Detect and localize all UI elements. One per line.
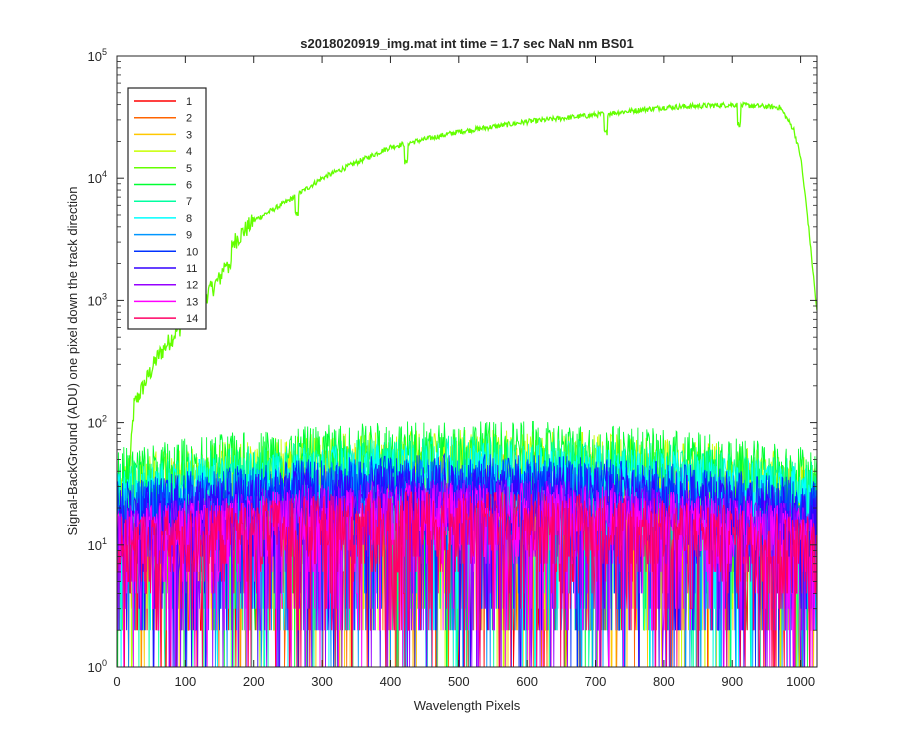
x-tick-label: 500 [448,674,470,689]
series-line-5 [128,100,817,469]
legend-label-2: 2 [186,113,192,125]
y-tick-label: 103 [88,291,107,308]
tick-layer: 0 100 200 300 400 500 600 700 800 900 100010010110… [88,47,817,689]
legend-label-10: 10 [186,246,198,258]
legend-label-3: 3 [186,129,192,141]
y-tick-label: 100 [88,658,107,675]
x-tick-label: 1000 [786,674,815,689]
y-tick-label: 102 [88,414,107,431]
x-tick-label: 200 [243,674,265,689]
legend-label-14: 14 [186,313,198,325]
legend-label-9: 9 [186,230,192,242]
axes-box [116,55,818,668]
legend-box [127,87,207,330]
legend-label-7: 7 [186,196,192,208]
y-axis-label: Signal-BackGround (ADU) one pixel down t… [65,186,80,535]
legend-label-11: 11 [186,263,197,275]
legend-label-8: 8 [186,213,192,225]
series-layer [117,100,817,667]
x-tick-label: 100 [175,674,197,689]
x-axis-label: Wavelength Pixels [414,698,521,713]
legend-label-1: 1 [186,96,192,108]
x-tick-label: 300 [311,674,333,689]
series-line-14 [117,491,817,667]
chart-title: s2018020919_img.mat int time = 1.7 sec N… [300,36,634,51]
x-tick-label: 400 [380,674,402,689]
legend-label-5: 5 [186,163,192,175]
y-tick-label: 104 [88,169,107,186]
legend-label-6: 6 [186,180,192,192]
x-tick-label: 0 [113,674,120,689]
x-tick-label: 900 [721,674,743,689]
legend-label-13: 13 [186,296,198,308]
legend-label-12: 12 [186,280,198,292]
x-tick-label: 800 [653,674,675,689]
y-tick-label: 101 [88,536,107,553]
y-tick-label: 105 [88,47,107,64]
x-tick-label: 600 [516,674,538,689]
legend-label-4: 4 [186,146,192,158]
x-tick-label: 700 [585,674,607,689]
